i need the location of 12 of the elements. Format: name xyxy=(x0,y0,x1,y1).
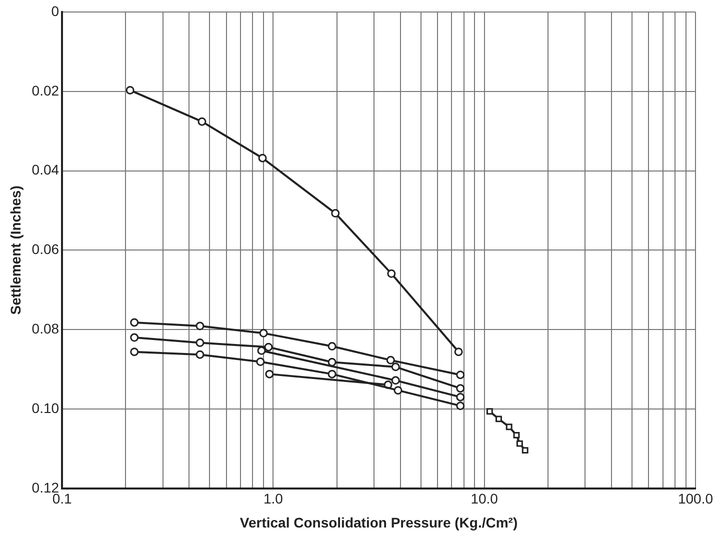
y-tick-label: 0.08 xyxy=(32,320,60,336)
y-tick-label: 0 xyxy=(51,2,60,19)
y-tick-label: 0.06 xyxy=(32,241,60,258)
x-tick-label: 100.0 xyxy=(678,490,714,507)
y-tick-label: 0.12 xyxy=(32,479,60,496)
x-axis-title: Vertical Consolidation Pressure (Kg./Cm²) xyxy=(240,514,518,530)
y-tick-label: 0.02 xyxy=(32,82,60,98)
x-tick-label: 1.0 xyxy=(263,490,284,507)
x-tick-label: 10.0 xyxy=(470,490,498,507)
y-tick-label: 0.04 xyxy=(32,162,60,178)
y-tick-label: 0.10 xyxy=(32,400,60,416)
y-axis-title: Settlement (Inches) xyxy=(7,186,24,315)
